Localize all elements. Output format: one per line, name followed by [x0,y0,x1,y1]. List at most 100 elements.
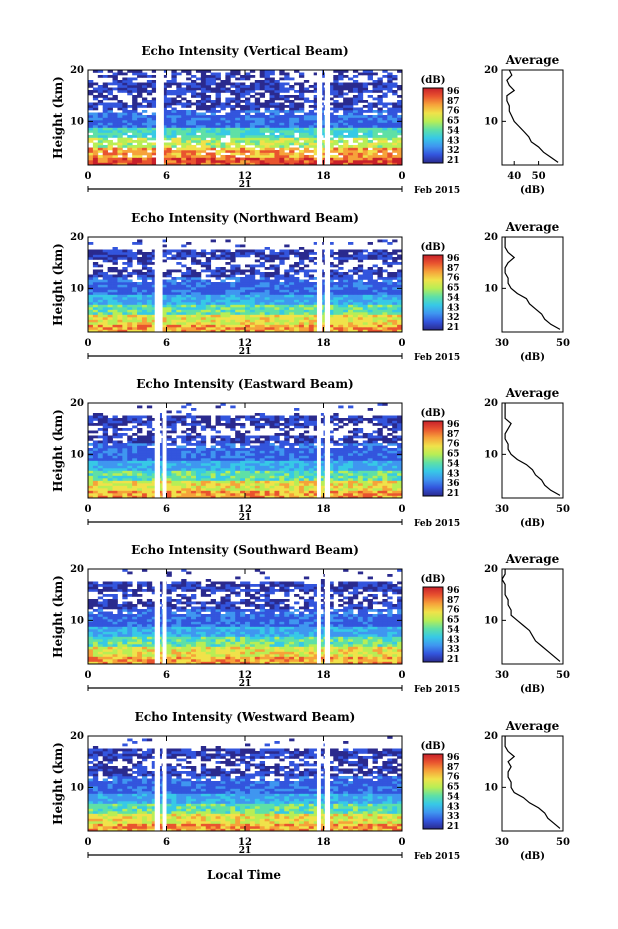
heatmap-cell [205,312,212,315]
heatmap-cell [88,242,94,245]
heatmap-cell [137,309,143,313]
heatmap-cell [220,455,226,459]
heatmap-cell [107,117,113,121]
heatmap-cell [92,157,99,161]
heatmap-cell [294,102,300,106]
heatmap-cell [117,117,123,121]
heatmap-cell [122,322,128,325]
heatmap-cell [382,287,388,290]
heatmap-cell [171,155,177,158]
heatmap-cell [382,142,388,146]
heatmap-cell [141,127,148,131]
heatmap-cell [141,304,148,308]
heatmap-cell [107,155,113,158]
heatmap-cell [298,460,305,464]
heatmap-cell [367,155,373,158]
heatmap-cell [122,302,128,305]
heatmap-cell [200,92,207,96]
heatmap-cell [397,307,403,310]
heatmap-cell [338,475,344,479]
heatmap-cell [362,307,369,310]
heatmap-cell [97,307,104,310]
heatmap-cell [92,117,99,121]
heatmap-cell [220,302,226,305]
heatmap-cell [235,282,241,285]
heatmap-cell [338,297,344,300]
heatmap-cell [284,97,290,101]
heatmap-cell [284,302,290,305]
heatmap-cell [107,130,113,133]
heatmap-cell [397,324,403,328]
heatmap-cell [264,247,270,250]
heatmap-cell [298,95,305,98]
heatmap-cell [397,262,403,265]
heatmap-cell [230,160,236,163]
heatmap-cell [181,97,187,101]
heatmap-cell [382,249,388,253]
heatmap-cell [181,319,187,323]
heatmap-cell [357,478,364,481]
heatmap-cell [176,254,182,258]
heatmap-cell [141,130,148,133]
heatmap-cell [200,490,207,494]
heatmap-cell [240,317,246,320]
heatmap-cell [397,455,403,459]
heatmap-cell [328,279,334,283]
heatmap-cell [362,150,369,153]
heatmap-cell [112,277,118,280]
heatmap-cell [146,115,153,118]
heatmap-cell [186,490,192,494]
heatmap-cell [220,249,226,253]
heatmap-cell [333,122,339,126]
heatmap-cell [245,117,251,121]
heatmap-cell [367,274,373,278]
heatmap-cell [205,152,212,156]
heatmap-cell [274,314,280,318]
heatmap-cell [343,259,349,263]
heatmap-cell [245,304,251,308]
heatmap-cell [269,92,275,96]
heatmap-cell [382,262,388,265]
profile-y-tick-label: 20 [484,232,498,243]
heatmap-cell [333,115,339,118]
heatmap-cell [367,304,373,308]
heatmap-cell [215,292,221,295]
heatmap-cell [102,309,109,313]
heatmap-cell [176,292,182,295]
heatmap-cell [333,282,339,285]
heatmap-cell [200,100,207,103]
heatmap-cell [357,322,364,325]
heatmap-cell [254,304,261,308]
y-tick-label: 20 [70,65,84,76]
heatmap-cell [338,160,344,163]
heatmap-cell [308,284,315,288]
heatmap-cell [372,485,378,489]
heatmap-cell [269,458,275,461]
heatmap-cell [225,282,231,285]
heatmap-cell [230,122,236,126]
heatmap-cell [367,299,373,303]
heatmap-cell [245,319,251,323]
heatmap-cell [225,495,231,499]
heatmap-cell [210,304,216,308]
heatmap-cell [284,132,290,136]
heatmap-cell [210,475,216,479]
heatmap-cell [254,80,261,83]
heatmap-cell [284,468,290,471]
heatmap-cell [254,455,261,459]
heatmap-cell [284,157,290,161]
heatmap-cell [264,478,270,481]
heatmap-cell [264,319,270,323]
heatmap-cell [377,135,383,138]
heatmap-cell [151,100,158,103]
heatmap-cell [230,97,236,101]
heatmap-cell [181,480,187,484]
heatmap-cell [137,152,143,156]
heatmap-cell [220,269,226,273]
heatmap-cell [279,77,285,81]
heatmap-cell [274,105,280,108]
heatmap-cell [357,142,364,146]
heatmap-cell [274,160,280,163]
heatmap-cell [338,455,344,459]
heatmap-cell [367,483,373,486]
